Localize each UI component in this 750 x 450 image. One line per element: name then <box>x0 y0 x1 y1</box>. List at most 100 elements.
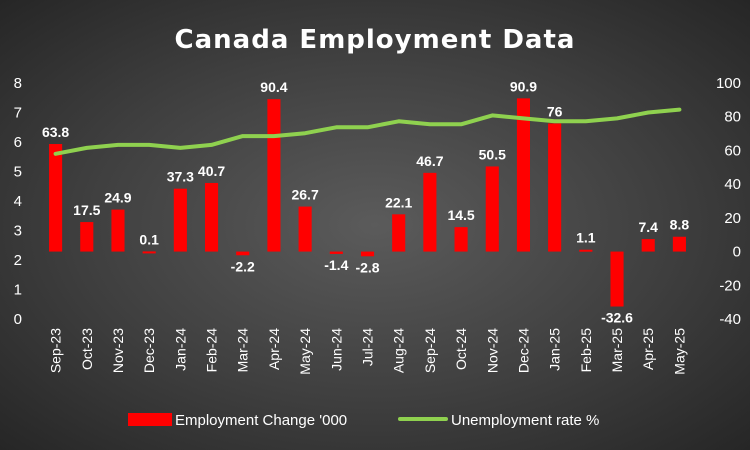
x-axis-tick-label: Nov-24 <box>484 328 500 373</box>
unemployment-rate-point <box>521 116 526 120</box>
unemployment-rate-point <box>584 119 588 123</box>
employment-change-bar <box>49 144 63 252</box>
employment-change-bar <box>329 251 343 254</box>
line-series-layer <box>53 107 682 156</box>
left-axis-tick-label: 4 <box>14 193 22 210</box>
employment-change-bar <box>80 222 94 252</box>
right-axis-tick-label: 40 <box>724 176 741 193</box>
right-axis-tick-label: 80 <box>724 109 741 126</box>
left-axis-tick-label: 5 <box>14 164 22 181</box>
right-axis-tick-label: -20 <box>719 277 741 294</box>
x-axis-tick-label: Feb-24 <box>204 328 220 373</box>
x-axis-tick-label: Aug-24 <box>391 328 407 373</box>
x-axis-tick-label: Jan-25 <box>547 328 563 371</box>
unemployment-rate-point <box>147 143 151 147</box>
unemployment-rate-point <box>209 143 214 147</box>
employment-change-bar <box>672 236 686 252</box>
x-axis-tick-label: May-25 <box>671 328 687 375</box>
x-axis-tick-label: Oct-23 <box>79 328 95 370</box>
employment-change-data-label: 76 <box>547 103 563 119</box>
employment-change-bar <box>392 214 406 252</box>
right-axis: -40 -20 0 20 40 60 80 100 <box>716 75 741 328</box>
unemployment-rate-point <box>334 125 338 129</box>
x-axis-tick-label: Jan-24 <box>172 328 188 371</box>
employment-change-bar <box>454 227 468 252</box>
x-axis-tick-label: Dec-24 <box>515 328 531 373</box>
employment-change-data-label: 7.4 <box>638 219 658 235</box>
left-axis-tick-label: 0 <box>14 311 22 328</box>
employment-change-bar <box>173 188 187 252</box>
unemployment-rate-point <box>178 146 182 150</box>
left-axis-tick-label: 6 <box>14 134 22 151</box>
x-axis-tick-label: Mar-25 <box>609 328 625 373</box>
employment-change-data-label: 1.1 <box>576 230 596 246</box>
employment-change-data-label: -1.4 <box>324 257 348 273</box>
employment-change-data-label: 40.7 <box>198 163 225 179</box>
employment-change-data-label: 0.1 <box>139 231 159 247</box>
unemployment-rate-point <box>85 146 89 150</box>
legend: Employment Change '000 Unemployment rate… <box>128 412 599 429</box>
x-axis-tick-label: Jul-24 <box>360 328 376 366</box>
data-labels: 63.817.524.90.137.3 40.7-2.290.426.7-1.4-… <box>42 78 689 325</box>
employment-change-data-label: 46.7 <box>416 153 443 169</box>
unemployment-rate-point <box>553 119 557 123</box>
left-axis-tick-label: 1 <box>14 282 22 299</box>
unemployment-rate-point <box>490 113 494 118</box>
employment-change-data-label: 26.7 <box>291 187 318 203</box>
x-axis-tick-label: Apr-24 <box>266 328 282 370</box>
x-axis-tick-label: Dec-23 <box>141 328 157 373</box>
x-axis-tick-label: Oct-24 <box>453 328 469 370</box>
left-axis-tick-label: 3 <box>14 223 22 240</box>
unemployment-rate-point <box>241 134 245 138</box>
employment-change-bar <box>579 249 593 252</box>
employment-change-data-label: 37.3 <box>167 169 194 185</box>
unemployment-rate-point <box>615 116 619 120</box>
unemployment-rate-point <box>365 125 370 129</box>
employment-change-data-label: 90.9 <box>510 78 537 94</box>
employment-change-data-label: 22.1 <box>385 194 412 210</box>
employment-change-bar <box>641 239 655 252</box>
employment-change-bar <box>236 251 250 256</box>
employment-change-data-label: 63.8 <box>42 124 69 140</box>
employment-change-bar <box>298 206 312 252</box>
right-axis-tick-label: 100 <box>716 75 741 92</box>
unemployment-rate-point <box>459 122 463 126</box>
employment-change-bar <box>485 166 499 252</box>
x-axis-tick-label: Sep-24 <box>422 328 438 373</box>
employment-change-bar <box>360 251 375 257</box>
left-axis-tick-label: 2 <box>14 252 22 269</box>
x-axis-tick-label: Apr-25 <box>640 328 656 370</box>
unemployment-rate-point <box>428 122 432 126</box>
unemployment-rate-point <box>272 134 276 138</box>
employment-change-bar <box>204 182 219 252</box>
legend-swatch-employment-change <box>128 413 172 426</box>
chart-title: Canada Employment Data <box>175 25 576 55</box>
employment-change-data-label: 17.5 <box>73 202 100 218</box>
employment-change-bar <box>516 98 531 252</box>
x-axis-tick-label: May-24 <box>297 328 313 375</box>
x-axis-tick-label: Nov-23 <box>110 328 126 373</box>
employment-change-bar <box>267 99 281 252</box>
employment-change-bar <box>610 251 624 307</box>
left-axis-tick-label: 8 <box>14 75 22 92</box>
employment-change-data-label: -32.6 <box>601 310 633 326</box>
employment-change-data-label: -2.2 <box>231 258 255 274</box>
employment-change-data-label: 24.9 <box>104 190 131 206</box>
unemployment-rate-line <box>53 107 682 156</box>
right-axis-tick-label: 20 <box>724 210 741 227</box>
left-axis: 0 1 2 3 4 5 6 7 8 <box>14 75 22 328</box>
employment-change-bar <box>423 172 437 252</box>
legend-label-unemployment-rate: Unemployment rate % <box>451 412 599 429</box>
unemployment-rate-point <box>53 152 58 156</box>
unemployment-rate-point <box>646 110 650 115</box>
x-axis-tick-label: Feb-25 <box>578 328 594 373</box>
right-axis-tick-label: 0 <box>733 244 741 261</box>
unemployment-rate-point <box>303 131 307 135</box>
employment-change-bar <box>111 209 125 252</box>
x-axis-tick-label: Sep-23 <box>48 328 64 373</box>
bar-series <box>49 98 686 307</box>
unemployment-rate-point <box>677 107 682 112</box>
employment-change-data-label: -2.8 <box>355 259 379 275</box>
